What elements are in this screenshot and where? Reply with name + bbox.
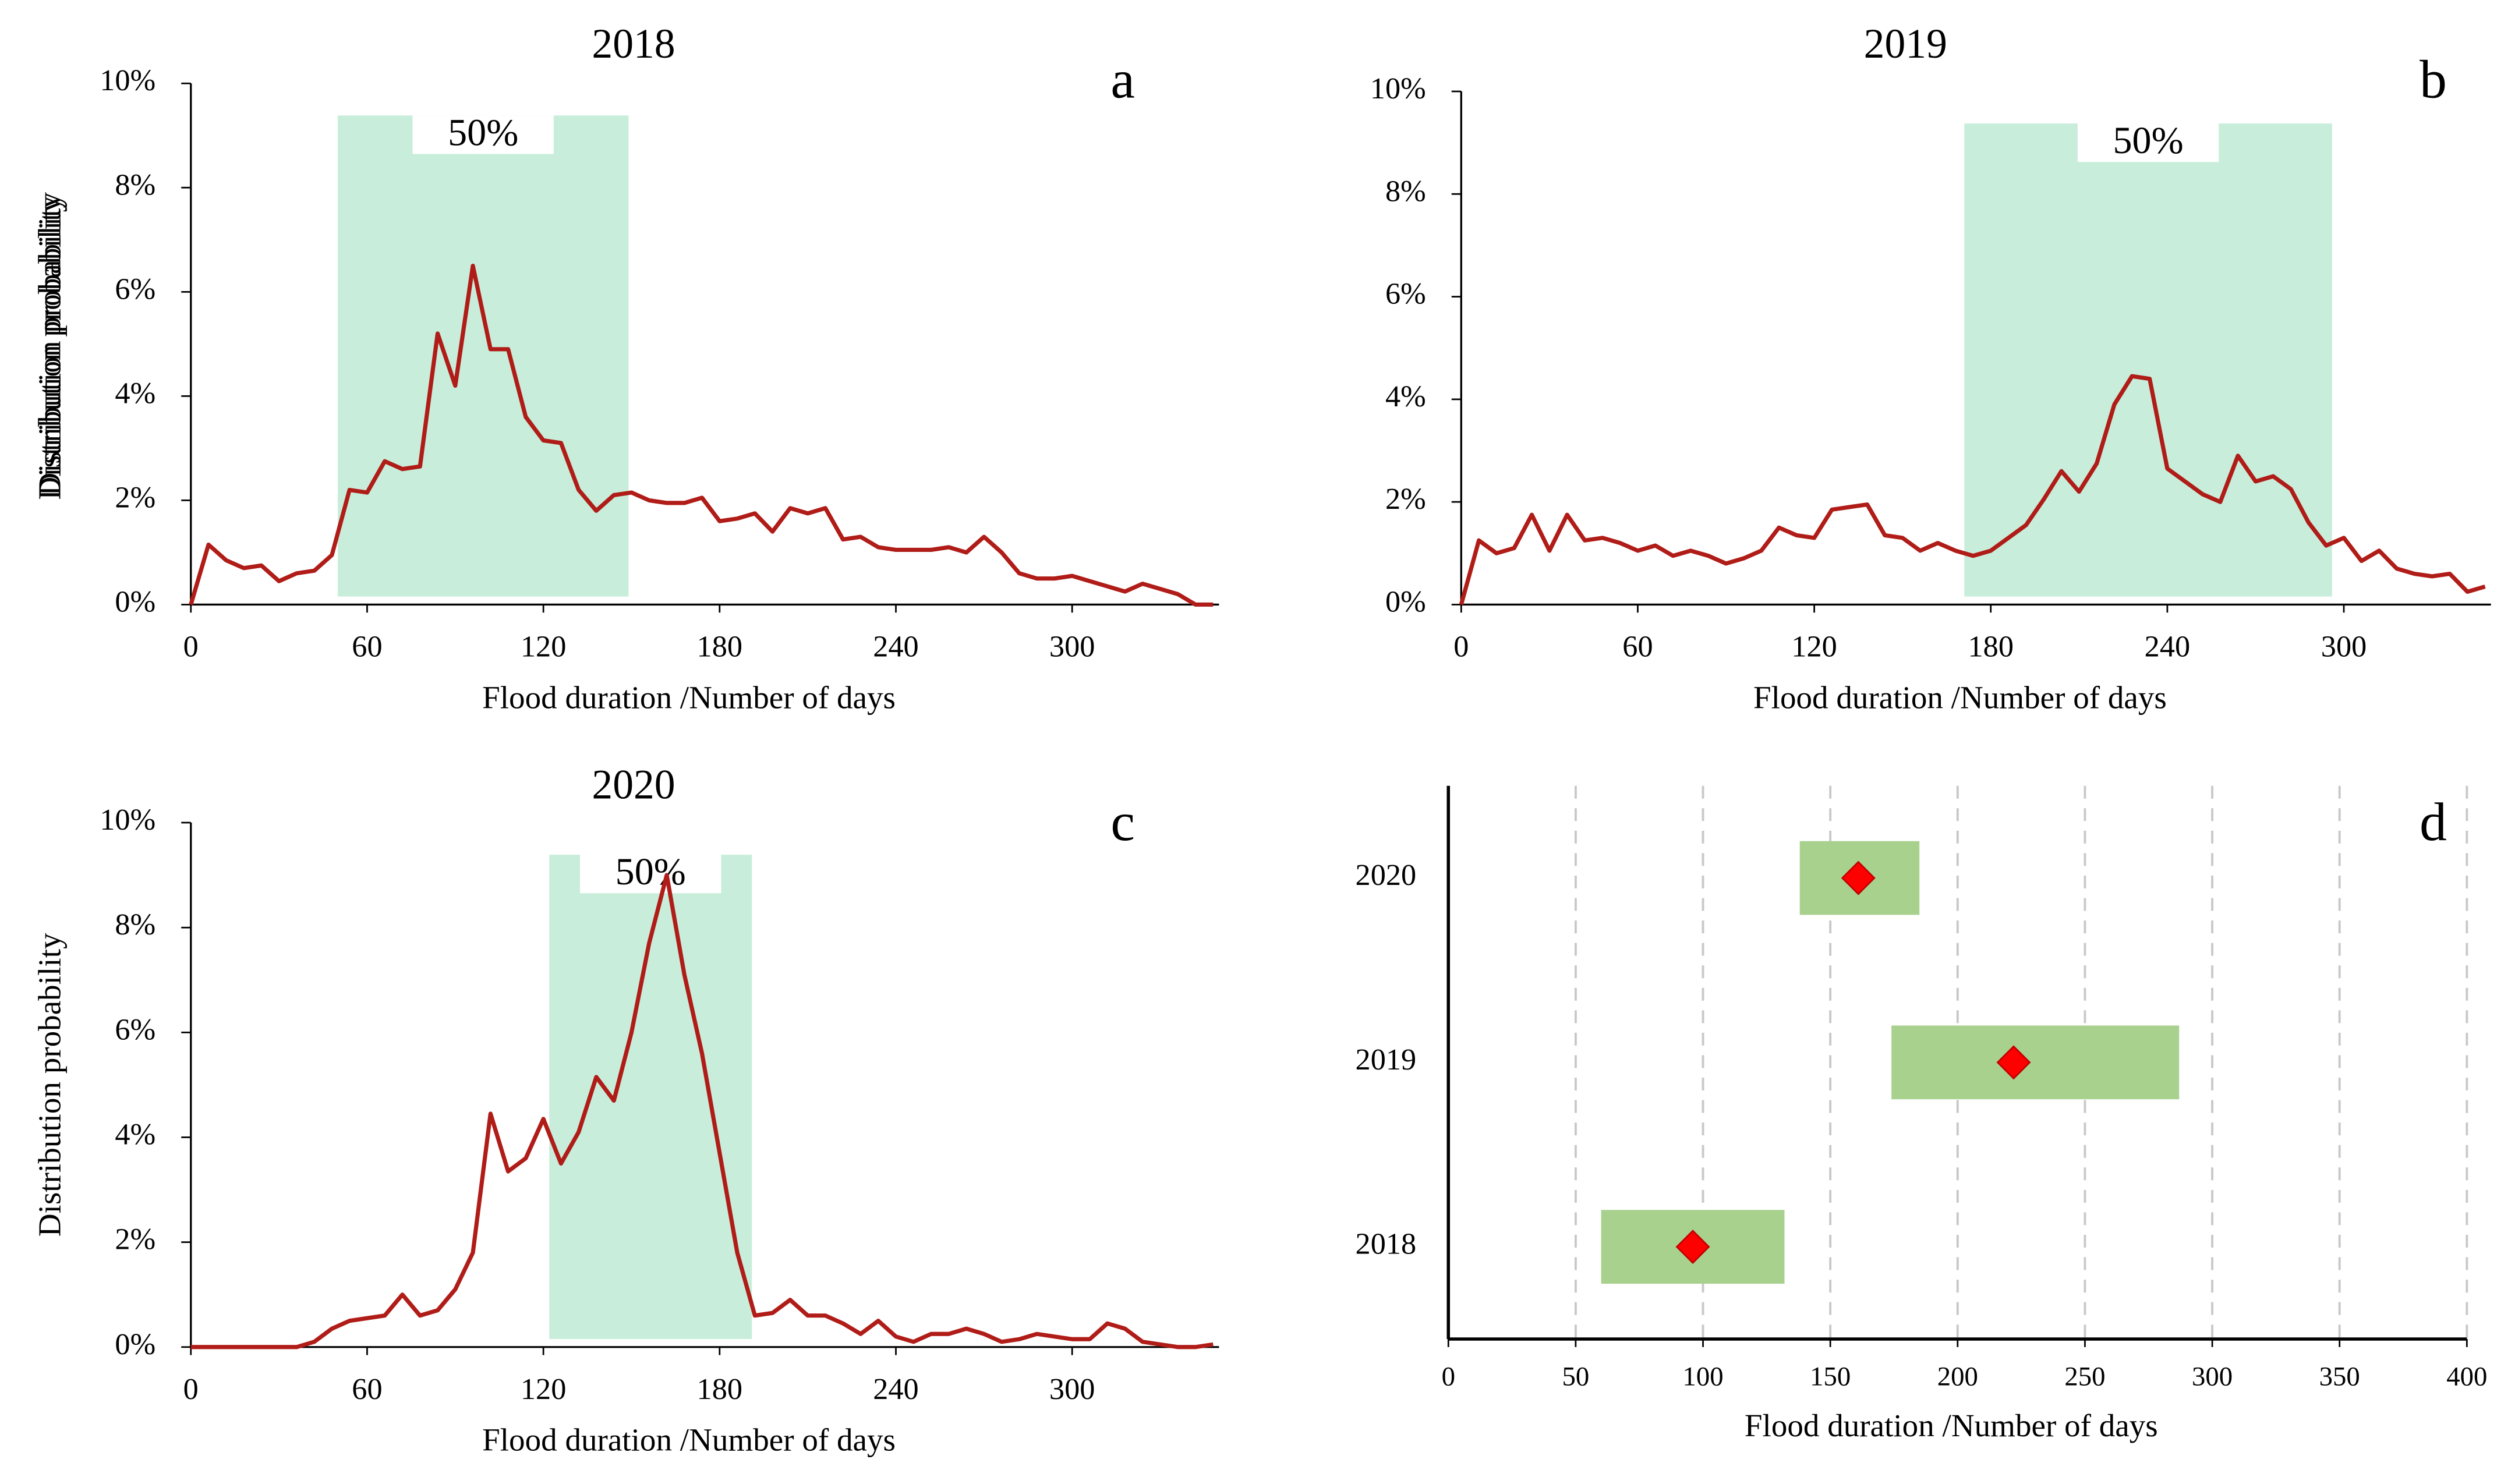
- x-axis-title: Flood duration /Number of days: [482, 1422, 896, 1458]
- y-tick-label: 6%: [115, 1012, 155, 1046]
- median-marker: [1996, 1045, 2031, 1080]
- median-marker: [1841, 860, 1876, 895]
- x-tick-label: 0: [183, 630, 199, 664]
- chart-title: 2019: [1864, 21, 1947, 67]
- x-tick-label: 180: [697, 630, 743, 664]
- y-axis-title: Distribution probability: [32, 196, 68, 500]
- panel-label: a: [1110, 49, 1135, 109]
- x-tick-label: 250: [2064, 1362, 2105, 1392]
- y-tick-label: 4%: [1385, 380, 1426, 413]
- band-label: 50%: [616, 851, 686, 893]
- y-tick-label: 8%: [115, 908, 155, 941]
- data-line: [189, 263, 1214, 607]
- x-axis-title: Flood duration /Number of days: [1753, 679, 2167, 715]
- y-tick-label: 8%: [1385, 174, 1426, 208]
- x-tick-label: 120: [521, 630, 566, 664]
- x-tick-label: 240: [2145, 630, 2190, 664]
- y-tick-label: 6%: [115, 272, 155, 306]
- panel-label: d: [2420, 792, 2447, 852]
- y-tick-label: 2020: [1356, 858, 1417, 892]
- x-tick-label: 0: [1453, 630, 1469, 664]
- y-tick-label: 0%: [1385, 585, 1426, 618]
- x-axis-title: Flood duration /Number of days: [1745, 1408, 2158, 1443]
- panel-label: c: [1110, 792, 1135, 852]
- x-tick-label: 300: [1049, 1372, 1095, 1406]
- x-tick-label: 100: [1682, 1362, 1723, 1392]
- x-tick-label: 350: [2319, 1362, 2360, 1392]
- band-label-bg: [2077, 123, 2219, 162]
- x-tick-label: 0: [183, 1372, 199, 1406]
- chart-title: 2018: [592, 21, 675, 67]
- x-tick-label: 150: [1810, 1362, 1851, 1392]
- band: [549, 855, 752, 1339]
- x-tick-label: 300: [2321, 630, 2367, 664]
- y-tick-label: 4%: [115, 1117, 155, 1151]
- band-label-bg: [580, 855, 721, 894]
- x-tick-label: 120: [1791, 630, 1837, 664]
- panel-label: b: [2420, 49, 2447, 109]
- y-axis-title: Distribution probability: [32, 933, 68, 1237]
- chart-title: 2020: [592, 762, 675, 808]
- x-tick-label: 180: [1968, 630, 2014, 664]
- x-tick-label: 300: [2192, 1362, 2233, 1392]
- x-tick-label: 120: [521, 1372, 566, 1406]
- median-marker: [1675, 1230, 1710, 1265]
- y-tick-label: 10%: [100, 803, 155, 837]
- x-tick-label: 50: [1562, 1362, 1590, 1392]
- y-tick-label: 6%: [1385, 277, 1426, 311]
- x-tick-label: 200: [1937, 1362, 1978, 1392]
- y-tick-label: 8%: [115, 168, 155, 201]
- band: [1964, 123, 2332, 597]
- x-tick-label: 60: [352, 1372, 382, 1406]
- y-axis-title: Distribution probability: [32, 192, 68, 496]
- y-tick-label: 0%: [115, 1327, 155, 1361]
- y-tick-label: 2%: [115, 1223, 155, 1256]
- x-tick-label: 0: [1442, 1362, 1455, 1392]
- y-tick-label: 2019: [1356, 1043, 1417, 1076]
- x-tick-label: 180: [697, 1372, 743, 1406]
- band: [338, 115, 629, 597]
- y-tick-label: 10%: [1370, 72, 1426, 105]
- x-tick-label: 60: [352, 630, 382, 664]
- data-line: [190, 873, 1214, 1350]
- data-line: [1459, 374, 2486, 605]
- x-tick-label: 300: [1049, 630, 1095, 664]
- band-label: 50%: [448, 111, 518, 154]
- y-tick-label: 2018: [1356, 1227, 1417, 1261]
- x-axis-title: Flood duration /Number of days: [482, 679, 896, 715]
- x-tick-label: 240: [873, 1372, 919, 1406]
- y-tick-label: 0%: [115, 585, 155, 618]
- y-tick-label: 10%: [100, 63, 155, 97]
- y-tick-label: 2%: [115, 480, 155, 514]
- x-tick-label: 240: [873, 630, 919, 664]
- range-bar: [1891, 1025, 2180, 1100]
- x-tick-label: 60: [1622, 630, 1653, 664]
- y-tick-label: 4%: [115, 376, 155, 410]
- y-tick-label: 2%: [1385, 482, 1426, 516]
- band-label: 50%: [2113, 119, 2183, 162]
- x-tick-label: 400: [2446, 1362, 2487, 1392]
- band-label-bg: [412, 115, 554, 154]
